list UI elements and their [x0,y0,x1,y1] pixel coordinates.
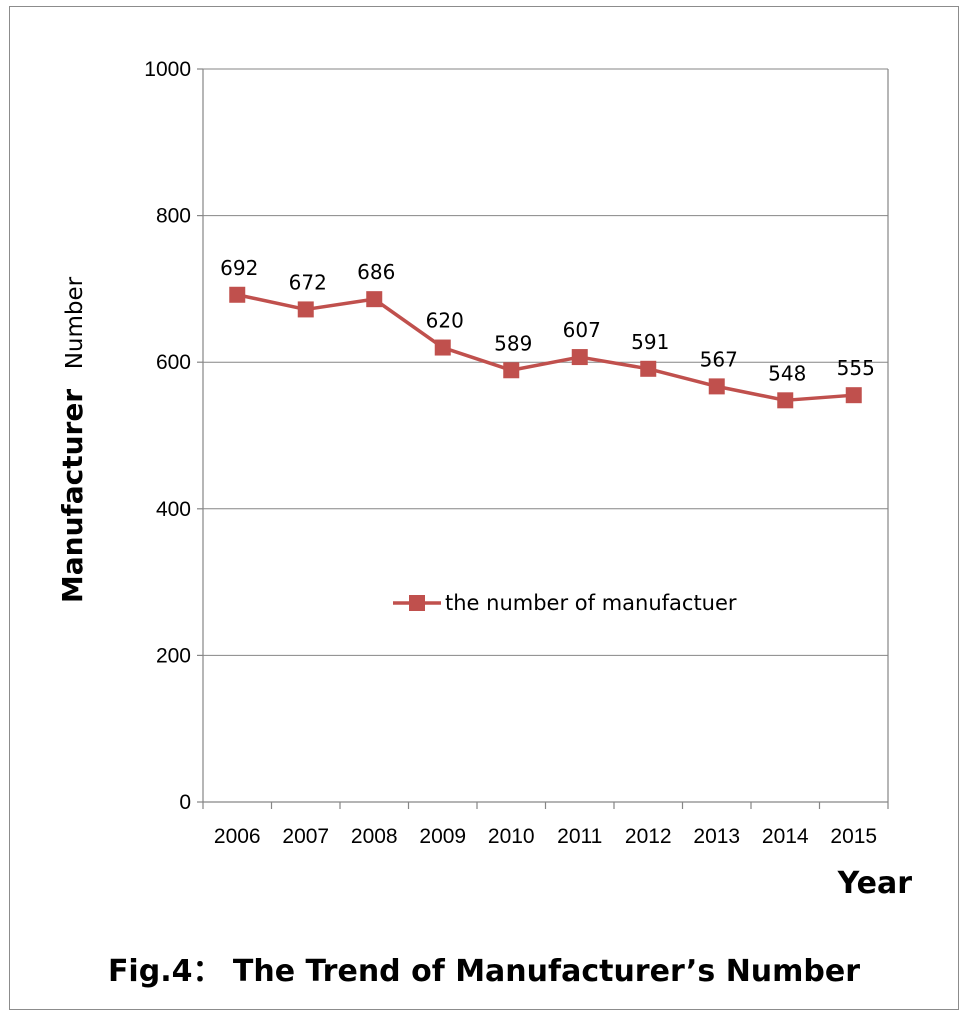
data-label: 686 [357,260,395,284]
y-tick-label: 200 [156,644,191,667]
x-tick-label: 2015 [830,825,877,848]
figure-caption: Fig.4： The Trend of Manufacturer’s Numbe… [107,954,861,989]
data-label: 548 [768,361,806,385]
data-point-marker [434,339,451,356]
y-axis-title-main: Manufacturer [56,389,89,603]
x-tick-label: 2013 [693,825,740,848]
x-tick-label: 2010 [488,825,535,848]
data-point-marker [229,286,246,303]
y-tick-labels: 0 200 400 600 800 1000 [144,58,203,814]
chart-frame [9,6,959,1010]
data-point-marker [640,360,657,377]
series-line-group [236,293,854,403]
data-label: 620 [426,309,464,333]
series-markers [229,286,862,409]
x-tick-label: 2009 [419,825,466,848]
x-tick-label: 2011 [557,825,602,848]
data-label: 555 [837,356,875,380]
legend-marker-swatch [409,595,425,611]
y-tick-label: 600 [156,351,191,374]
y-axis-title-sub: Number [62,276,88,369]
x-tick-label: 2012 [625,825,672,848]
data-labels: 692 672 686 620 589 607 591 567 548 555 [220,256,875,386]
data-label: 591 [631,330,669,354]
data-point-marker [777,392,794,409]
data-label: 672 [289,270,327,294]
data-label: 589 [494,331,532,355]
y-tick-label: 800 [156,205,191,228]
y-axis-title: Manufacturer Number [56,276,89,603]
gridlines [203,68,888,656]
x-axis-title: Year [837,866,913,901]
y-tick-label: 400 [156,498,191,521]
data-point-marker [845,387,862,404]
y-tick-label: 0 [179,791,191,814]
data-point-marker [503,362,520,379]
data-point-marker [366,291,383,308]
y-tick-label: 1000 [144,58,191,81]
data-point-marker [297,301,314,318]
x-tick-label: 2006 [214,825,261,848]
data-point-marker [708,378,725,395]
x-tick-labels: 2006 2007 2008 2009 2010 2011 2012 2013 2014 2015 [202,802,889,848]
legend-label: the number of manufactuer [445,591,737,615]
data-point-marker [571,349,588,366]
x-tick-label: 2014 [762,825,809,848]
data-label: 692 [220,256,258,280]
x-tick-label: 2007 [282,825,329,848]
series-line [236,293,854,403]
x-tick-label: 2008 [351,825,398,848]
legend: the number of manufactuer [393,591,737,615]
data-label: 567 [700,347,738,371]
data-label: 607 [563,318,601,342]
